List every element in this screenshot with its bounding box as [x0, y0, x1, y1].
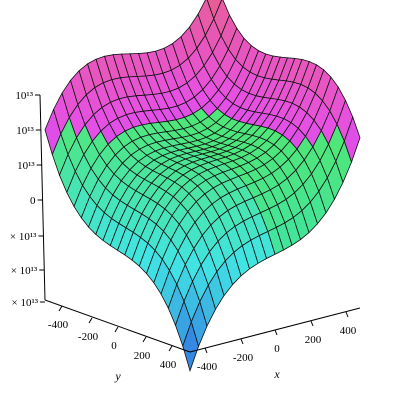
- y-tick-label: 200: [134, 350, 151, 362]
- z-tick-label: 10¹³: [17, 160, 35, 172]
- z-tick-label: 0: [30, 195, 36, 207]
- y-tick-label: 0: [111, 340, 117, 352]
- y-tick-mark: [168, 345, 173, 352]
- z-tick-label: × 10¹³: [10, 231, 37, 243]
- surface-patch: [182, 320, 199, 373]
- x-tick-mark: [345, 311, 349, 318]
- x-tick-mark: [310, 320, 314, 327]
- z-tick-label: × 10¹³: [11, 265, 38, 277]
- z-tick-label: 10¹³: [16, 125, 34, 137]
- x-tick-label: 400: [340, 325, 357, 337]
- z-axis-line: [39, 94, 46, 301]
- z-tick-label: 10¹³: [15, 90, 33, 102]
- x-tick-mark: [204, 347, 208, 354]
- x-tick-mark: [274, 329, 278, 336]
- y-axis-title: y: [114, 369, 121, 383]
- y-tick-mark: [114, 326, 119, 333]
- x-tick-mark: [240, 338, 244, 345]
- y-tick-mark: [142, 336, 147, 343]
- x-tick-label: 0: [274, 343, 280, 355]
- y-tick-label: -200: [78, 331, 99, 343]
- y-tick-mark: [58, 305, 63, 312]
- z-tick-label: × 10¹³: [11, 297, 38, 309]
- x-tick-label: 200: [305, 334, 322, 346]
- y-tick-label: 400: [160, 359, 177, 371]
- y-axis-line: [44, 299, 191, 353]
- surface-mesh: [44, 0, 361, 373]
- y-tick-label: -400: [48, 319, 69, 331]
- x-tick-label: -200: [233, 352, 254, 364]
- x-axis-title: x: [273, 367, 280, 381]
- axes-group: -400 -200 0 200 400 y -400 -200 0 200 400 x 10¹³ 10¹³…: [10, 90, 361, 383]
- x-tick-label: -400: [197, 361, 218, 373]
- y-tick-mark: [88, 317, 93, 324]
